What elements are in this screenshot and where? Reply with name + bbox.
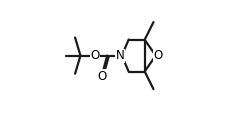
Text: O: O: [91, 49, 100, 62]
Text: O: O: [97, 70, 106, 83]
Text: O: O: [97, 70, 106, 83]
Text: N: N: [116, 49, 124, 62]
Text: N: N: [116, 49, 124, 62]
Text: O: O: [154, 49, 163, 62]
Text: O: O: [91, 49, 100, 62]
Text: O: O: [154, 49, 163, 62]
